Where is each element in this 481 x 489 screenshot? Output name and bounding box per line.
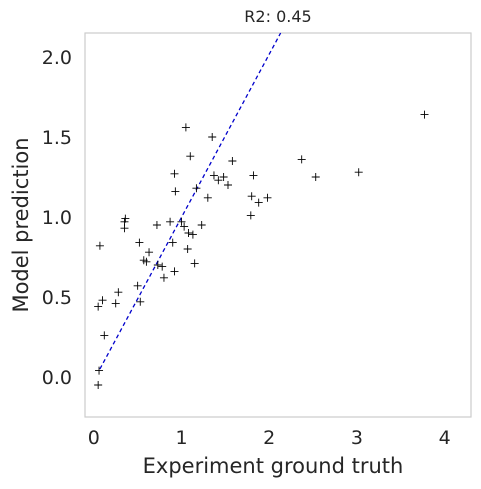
data-point — [247, 192, 256, 201]
data-point — [223, 181, 232, 189]
data-points — [94, 110, 429, 389]
data-point — [121, 214, 130, 223]
data-point — [142, 257, 151, 266]
data-point — [183, 245, 192, 253]
x-tick-label: 3 — [351, 427, 363, 449]
y-tick-label: 0.0 — [42, 367, 72, 389]
data-point — [158, 262, 167, 271]
data-point — [95, 366, 104, 375]
data-point — [192, 184, 201, 193]
data-point — [168, 238, 177, 247]
y-tick-label: 0.5 — [42, 287, 72, 309]
data-point — [114, 288, 123, 297]
plot-area — [84, 32, 472, 418]
data-point — [170, 267, 179, 276]
data-point — [166, 217, 175, 226]
data-point — [228, 157, 237, 165]
data-point — [297, 155, 306, 164]
data-point — [145, 248, 154, 257]
y-tick-label: 1.5 — [42, 127, 72, 149]
y-tick-label: 1.0 — [42, 207, 72, 229]
data-point — [311, 173, 320, 181]
data-point — [98, 296, 107, 305]
data-point — [219, 173, 228, 181]
data-point — [177, 217, 186, 226]
data-point — [159, 273, 168, 282]
data-point — [181, 123, 190, 132]
data-point — [171, 187, 180, 196]
data-point — [135, 238, 144, 247]
data-point — [249, 171, 258, 180]
data-point — [94, 302, 103, 311]
data-point — [186, 152, 195, 161]
y-axis-label: Model prediction — [9, 137, 33, 312]
data-point — [94, 381, 103, 389]
data-point — [153, 261, 162, 269]
y-axis-ticks: 0.0 0.5 1.0 1.5 2.0 — [42, 47, 72, 389]
data-point — [100, 331, 109, 340]
data-point — [95, 241, 104, 250]
data-point — [180, 222, 189, 231]
data-point — [197, 221, 206, 229]
x-tick-label: 1 — [175, 427, 187, 449]
data-point — [420, 110, 429, 119]
reference-line — [99, 32, 282, 370]
data-point — [184, 229, 193, 237]
data-point — [254, 198, 263, 207]
data-point — [136, 297, 145, 306]
data-point — [203, 193, 212, 202]
data-point — [214, 176, 223, 185]
data-point — [152, 221, 161, 229]
data-point — [120, 217, 129, 226]
data-point — [190, 259, 199, 268]
data-point — [188, 230, 197, 239]
x-axis-ticks: 0 1 2 3 4 — [88, 427, 451, 449]
x-tick-label: 4 — [439, 427, 451, 449]
y-tick-label: 2.0 — [42, 47, 72, 69]
chart-title: R2: 0.45 — [244, 7, 311, 26]
data-point — [354, 168, 363, 177]
data-point — [209, 171, 218, 180]
data-point — [170, 169, 179, 178]
data-point — [208, 133, 217, 141]
x-axis-label: Experiment ground truth — [143, 454, 404, 478]
data-point — [111, 299, 120, 308]
data-point — [263, 193, 272, 202]
data-point — [133, 281, 142, 290]
x-tick-label: 0 — [88, 427, 100, 449]
data-point — [246, 211, 255, 220]
x-tick-label: 2 — [263, 427, 275, 449]
